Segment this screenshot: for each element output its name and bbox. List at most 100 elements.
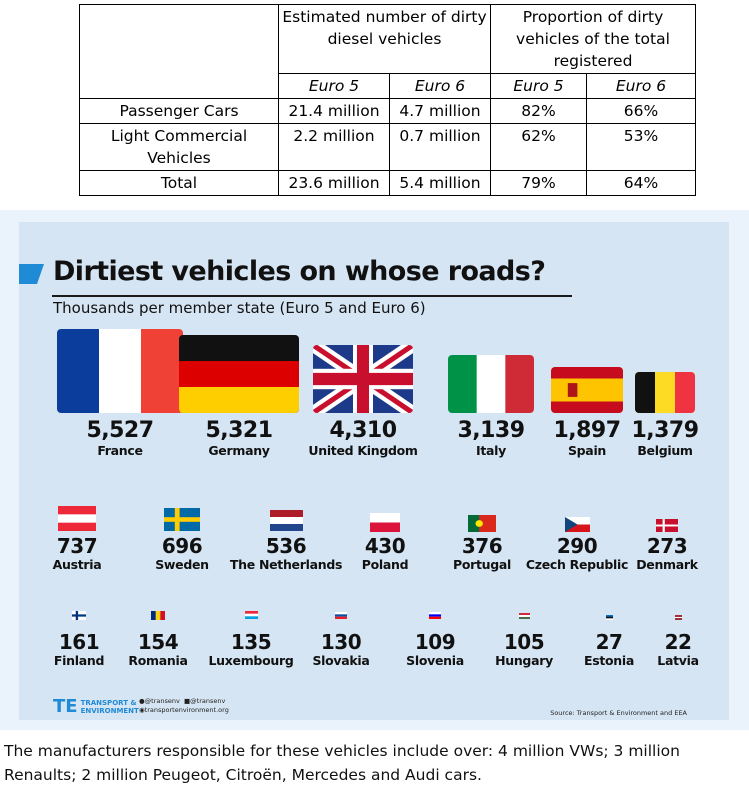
table-row: Light Commercial Vehicles 2.2 million 0.… — [79, 123, 696, 171]
country-name: France — [97, 443, 143, 458]
row-label: Total — [79, 170, 279, 196]
sweden-flag — [164, 508, 200, 531]
country-entry: 536 The Netherlands — [229, 534, 343, 573]
country-name: Slovakia — [312, 653, 370, 668]
te-logo-line1: TRANSPORT & — [80, 698, 137, 707]
country-entry: 4,310 United Kingdom — [308, 418, 418, 459]
country-name: Hungary — [495, 653, 553, 668]
country-name: Portugal — [452, 557, 512, 572]
country-value: 737 — [56, 534, 98, 558]
infographic-title: Dirtiest vehicles on whose roads? — [53, 256, 546, 287]
germany-flag — [179, 335, 299, 413]
country-name: Latvia — [657, 653, 699, 668]
cell-count-euro5: 23.6 million — [278, 170, 390, 196]
country-name: Austria — [52, 557, 102, 572]
hungary-flag — [518, 613, 530, 619]
row-label: Light Commercial Vehicles — [79, 123, 279, 171]
table-header-row: Estimated number of dirty diesel vehicle… — [79, 4, 696, 99]
country-entry: 5,321 Germany — [205, 418, 273, 459]
country-entry: 376 Portugal — [453, 535, 511, 573]
country-entry: 290 Czech Republic — [525, 534, 629, 573]
country-name: Slovenia — [406, 653, 464, 668]
country-name: Sweden — [155, 557, 209, 572]
country-entry: 154 Romania — [128, 630, 188, 669]
france-flag — [57, 329, 183, 413]
website-link: transportenvironment.org — [144, 706, 229, 714]
country-name: Luxembourg — [208, 653, 294, 668]
slovakia-flag — [335, 612, 347, 619]
country-value: 161 — [58, 630, 100, 654]
title-accent-icon — [19, 264, 44, 284]
country-entry: 737 Austria — [53, 535, 102, 573]
table-header-proportion: Proportion of dirty vehicles of the tota… — [490, 4, 696, 74]
country-name: Romania — [128, 653, 188, 668]
table-subheader-euro5: Euro 5 — [490, 73, 587, 99]
country-entry: 430 Poland — [362, 535, 409, 573]
latvia-flag — [674, 615, 682, 620]
facebook-handle: @transenv — [190, 697, 226, 705]
table-subheader-euro6: Euro 6 — [586, 73, 696, 99]
czech-flag — [564, 517, 590, 532]
finland-flag — [72, 611, 86, 620]
country-entry: 109 Slovenia — [406, 631, 464, 669]
poland-flag — [370, 513, 400, 532]
country-value: 696 — [161, 534, 203, 558]
infographic-panel: Dirtiest vehicles on whose roads? Thousa… — [19, 222, 729, 720]
country-name: Spain — [567, 443, 607, 458]
country-entry: 1,897 Spain — [553, 419, 621, 459]
country-value: 3,139 — [457, 418, 525, 443]
country-value: 1,379 — [631, 418, 699, 443]
te-logo-text: TRANSPORT & ENVIRONMENT — [81, 699, 139, 715]
country-value: 109 — [414, 630, 456, 654]
cell-count-euro5: 21.4 million — [278, 98, 390, 124]
austria-flag — [58, 506, 96, 531]
country-name: The Netherlands — [229, 557, 343, 572]
infographic-subtitle: Thousands per member state (Euro 5 and E… — [53, 299, 426, 317]
source-note: Source: Transport & Environment and EEA — [550, 709, 687, 717]
country-value: 4,310 — [329, 418, 397, 443]
table-subheader-euro5: Euro 5 — [278, 73, 390, 99]
te-logo-mark: TE — [53, 696, 78, 717]
country-name: Germany — [208, 443, 270, 458]
country-value: 536 — [265, 534, 307, 558]
table-row: Passenger Cars 21.4 million 4.7 million … — [79, 98, 696, 124]
cell-count-euro6: 0.7 million — [389, 123, 491, 171]
country-name: Estonia — [583, 653, 635, 668]
luxembourg-flag — [244, 611, 258, 619]
country-name: Poland — [361, 557, 409, 572]
cell-count-euro6: 4.7 million — [389, 98, 491, 124]
cell-proportion-euro6: 64% — [586, 170, 696, 196]
country-name: Czech Republic — [525, 557, 629, 572]
country-value: 376 — [461, 534, 503, 558]
dirty-diesel-table: Estimated number of dirty diesel vehicle… — [79, 4, 696, 196]
cell-proportion-euro5: 62% — [490, 123, 587, 171]
country-name: Belgium — [637, 443, 693, 458]
country-value: 5,527 — [86, 418, 154, 443]
country-value: 5,321 — [205, 418, 273, 443]
slovenia-flag — [429, 612, 441, 619]
te-logo: TE TRANSPORT & ENVIRONMENT — [53, 696, 139, 717]
romania-flag — [151, 611, 165, 620]
country-value: 27 — [595, 630, 623, 654]
country-entry: 5,527 France — [86, 418, 154, 459]
country-entry: 27 Estonia — [584, 631, 634, 669]
row-label: Passenger Cars — [79, 98, 279, 124]
country-entry: 273 Denmark — [636, 535, 698, 573]
spain-flag — [551, 367, 623, 413]
country-name: Finland — [53, 653, 105, 668]
cell-proportion-euro6: 53% — [586, 123, 696, 171]
netherlands-flag — [269, 510, 303, 531]
website-icon: ◉ — [139, 706, 145, 714]
denmark-flag — [656, 519, 678, 532]
te-logo-line2: ENVIRONMENT — [80, 706, 139, 715]
country-value: 154 — [137, 630, 179, 654]
portugal-flag — [468, 515, 496, 532]
italy-flag — [448, 355, 534, 413]
country-entry: 696 Sweden — [155, 535, 209, 573]
country-value: 290 — [556, 534, 598, 558]
cell-count-euro5: 2.2 million — [278, 123, 390, 171]
country-value: 22 — [664, 630, 692, 654]
social-links: ●@transenv ■@transenv ◉transportenvironm… — [139, 697, 229, 715]
infographic: Dirtiest vehicles on whose roads? Thousa… — [0, 210, 749, 730]
country-entry: 161 Finland — [53, 630, 105, 669]
